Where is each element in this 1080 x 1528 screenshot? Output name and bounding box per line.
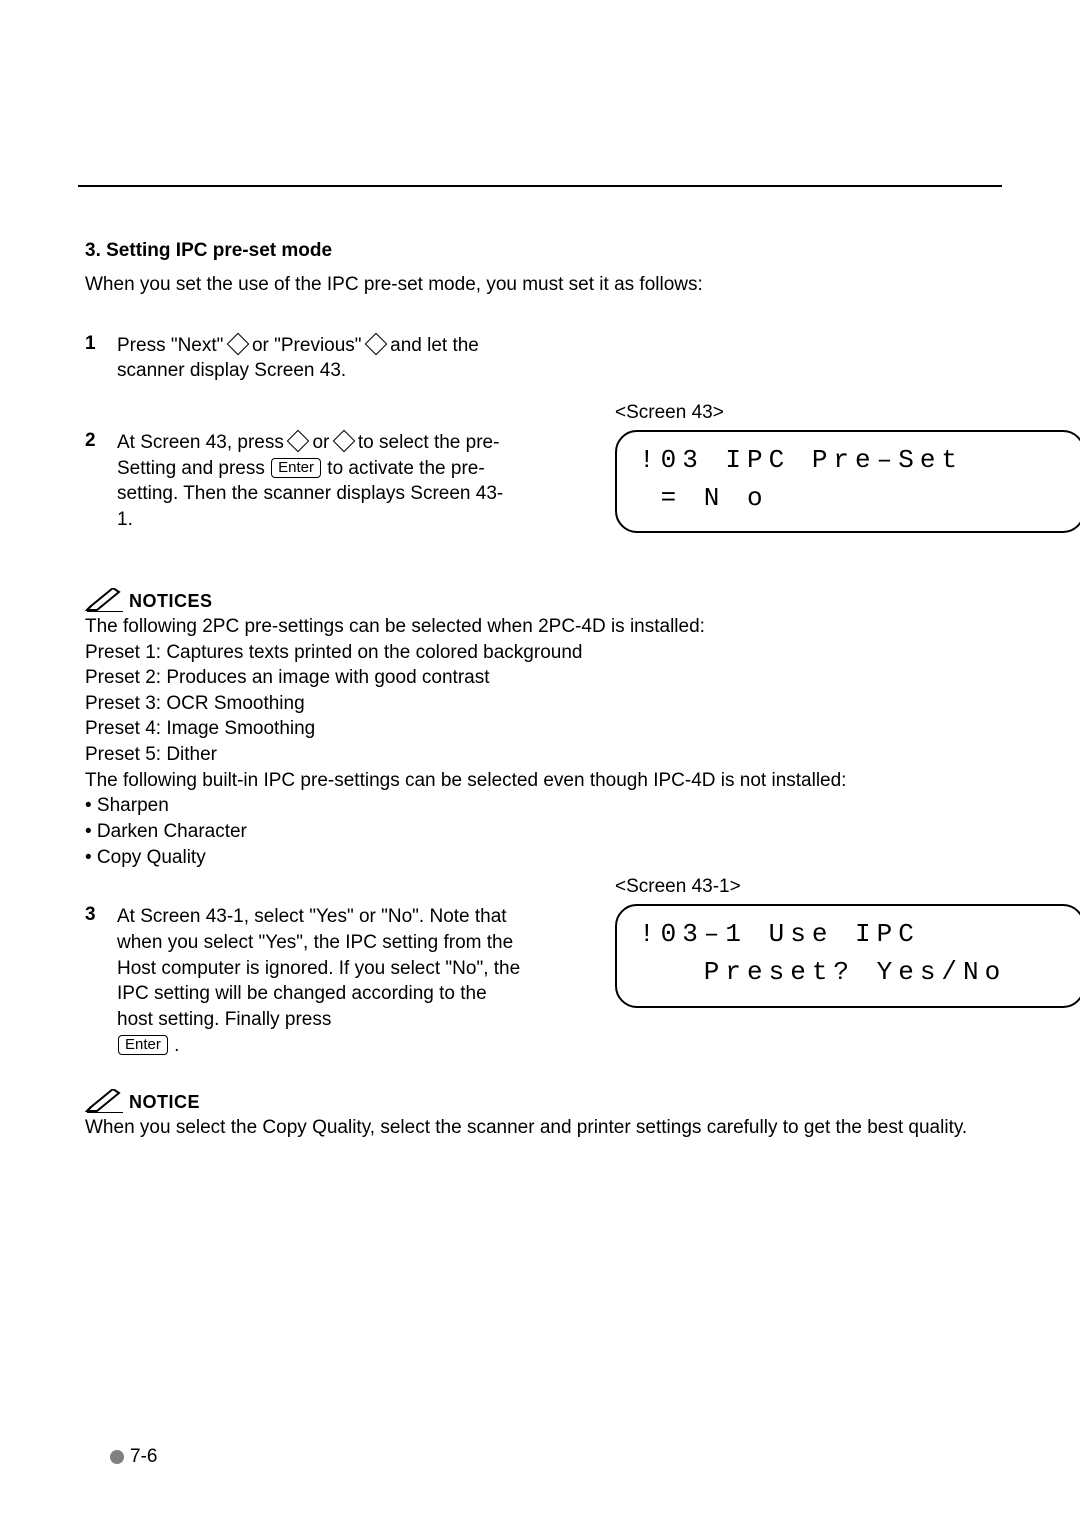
- notice-line: The following built-in IPC pre-settings …: [85, 768, 995, 794]
- notice-line: • Sharpen: [85, 793, 995, 819]
- enter-key-icon: Enter: [118, 1035, 168, 1055]
- page-content: 3. Setting IPC pre-set mode When you set…: [0, 0, 1080, 1141]
- notice-line: The following 2PC pre-settings can be se…: [85, 614, 995, 640]
- text: or "Previous": [252, 335, 367, 356]
- step-1: 1 Press "Next" or "Previous" and let the…: [85, 333, 995, 384]
- step-number: 3: [85, 904, 117, 926]
- screen-43-block: <Screen 43> !03 IPC Pre–Set = N o: [615, 402, 1080, 533]
- notice-line: Preset 2: Produces an image with good co…: [85, 665, 995, 691]
- step-body: At Screen 43-1, select "Yes" or "No". No…: [117, 904, 522, 1058]
- step-body: At Screen 43, press or to select the pre…: [117, 430, 517, 533]
- notices-block: NOTICES The following 2PC pre-settings c…: [85, 588, 995, 870]
- pencil-icon: [85, 588, 123, 612]
- screen-label: <Screen 43>: [615, 402, 1080, 424]
- lcd-line: !03–1 Use IPC: [639, 919, 920, 949]
- step-body: Press "Next" or "Previous" and let the s…: [117, 333, 517, 384]
- notice-line: Preset 5: Dither: [85, 742, 995, 768]
- notice-label: NOTICES: [129, 591, 213, 612]
- bullet-icon: [110, 1450, 124, 1464]
- text: Press "Next": [117, 335, 229, 356]
- step-number: 2: [85, 430, 117, 533]
- notice-line: • Darken Character: [85, 819, 995, 845]
- text: or: [312, 432, 334, 453]
- screen-43-1-block: <Screen 43-1> !03–1 Use IPC Preset? Yes/…: [615, 876, 1080, 1007]
- section-title: 3. Setting IPC pre-set mode: [85, 240, 995, 262]
- diamond-icon: [287, 430, 310, 453]
- notice-label: NOTICE: [129, 1092, 200, 1113]
- notice-line: Preset 1: Captures texts printed on the …: [85, 640, 995, 666]
- step-number: 1: [85, 333, 117, 384]
- lcd-line: = N o: [639, 483, 769, 513]
- notice-heading: NOTICES: [85, 588, 995, 612]
- top-divider: [78, 185, 1002, 187]
- notice-body: The following 2PC pre-settings can be se…: [85, 614, 995, 870]
- notice-line: Preset 4: Image Smoothing: [85, 716, 995, 742]
- text: At Screen 43, press: [117, 432, 289, 453]
- text: .: [174, 1035, 179, 1056]
- pencil-icon: [85, 1089, 123, 1113]
- diamond-icon: [365, 333, 388, 356]
- notice-line: • Copy Quality: [85, 845, 995, 871]
- lcd-line: Preset? Yes/No: [639, 957, 1006, 987]
- text: At Screen 43-1, select "Yes" or "No". No…: [117, 906, 520, 1030]
- diamond-icon: [226, 333, 249, 356]
- screen-label: <Screen 43-1>: [615, 876, 1080, 898]
- page-number: 7-6: [130, 1446, 157, 1468]
- notice-body: When you select the Copy Quality, select…: [85, 1115, 995, 1141]
- intro-text: When you set the use of the IPC pre-set …: [85, 272, 995, 298]
- lcd-display: !03–1 Use IPC Preset? Yes/No: [615, 904, 1080, 1007]
- notice-block-2: NOTICE When you select the Copy Quality,…: [85, 1089, 995, 1141]
- notice-line: Preset 3: OCR Smoothing: [85, 691, 995, 717]
- lcd-line: !03 IPC Pre–Set: [639, 445, 963, 475]
- lcd-display: !03 IPC Pre–Set = N o: [615, 430, 1080, 533]
- page-footer: 7-6: [110, 1446, 157, 1468]
- notice-heading: NOTICE: [85, 1089, 995, 1113]
- enter-key-icon: Enter: [271, 458, 321, 478]
- diamond-icon: [332, 430, 355, 453]
